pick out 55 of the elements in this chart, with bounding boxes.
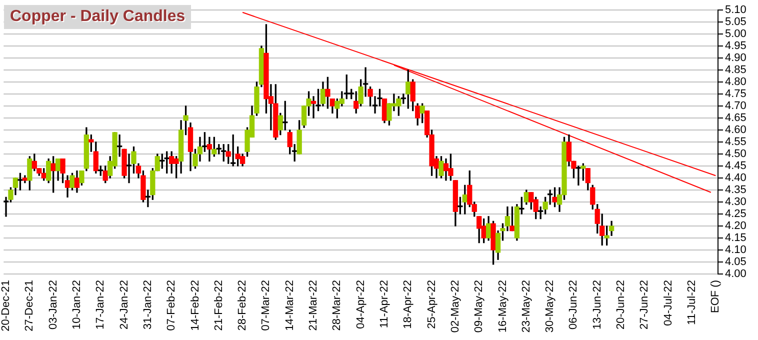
y-tick-label: 4.70 xyxy=(725,100,746,112)
y-tick-label: 4.00 xyxy=(725,268,746,280)
y-tick-label: 4.75 xyxy=(725,88,746,100)
y-tick-label: 4.50 xyxy=(725,148,746,160)
y-tick-label: 4.15 xyxy=(725,232,746,244)
y-tick-label: 4.90 xyxy=(725,52,746,64)
y-tick-label: 5.05 xyxy=(725,16,746,28)
y-tick-label: 4.65 xyxy=(725,112,746,124)
x-tick-label: 13-Jun-22 xyxy=(591,280,604,330)
x-tick-label: 11-Jul-22 xyxy=(686,280,698,326)
y-tick-label: 4.40 xyxy=(725,172,746,184)
x-tick-label: 09-May-22 xyxy=(473,280,486,333)
x-tick-label: 03-Jan-22 xyxy=(47,280,60,330)
y-tick-label: 4.45 xyxy=(725,160,746,172)
x-tick-label: 04-Apr-22 xyxy=(354,280,367,329)
x-tick-label: 16-May-22 xyxy=(496,280,509,333)
y-tick-label: 4.10 xyxy=(725,244,746,256)
x-tick-label: 25-Apr-22 xyxy=(426,280,438,329)
x-tick-label: 28-Feb-22 xyxy=(236,280,249,331)
x-tick-label: 18-Apr-22 xyxy=(402,280,414,329)
x-tick-label: 21-Mar-22 xyxy=(308,280,320,331)
x-tick-label: 07-Feb-22 xyxy=(166,280,178,331)
x-tick-label: 24-Jan-22 xyxy=(118,280,130,330)
x-tick-label: 27-Jun-22 xyxy=(638,280,651,330)
x-tick-label: 14-Feb-22 xyxy=(189,280,202,331)
y-tick-label: 4.35 xyxy=(725,184,746,196)
x-tick-label: 20-Jun-22 xyxy=(615,280,628,330)
x-tick-label: 11-Apr-22 xyxy=(378,280,391,328)
x-tick-label: 07-Mar-22 xyxy=(260,280,272,331)
x-tick-label: 17-Jan-22 xyxy=(94,280,107,330)
y-tick-label: 5.00 xyxy=(725,28,746,40)
x-tick-label: 23-May-22 xyxy=(520,280,532,333)
y-tick-label: 4.95 xyxy=(725,40,746,52)
chart-title: Copper - Daily Candles xyxy=(4,5,192,29)
y-tick-label: 4.05 xyxy=(725,256,746,268)
x-tick-label: 14-Mar-22 xyxy=(284,280,296,331)
y-tick-label: 4.25 xyxy=(725,208,746,220)
x-tick-label: 28-Mar-22 xyxy=(331,280,344,331)
x-tick-label: 31-Jan-22 xyxy=(142,280,154,330)
x-tick-label: 20-Dec-21 xyxy=(0,280,12,332)
x-tick-label: 30-May-22 xyxy=(544,280,556,333)
y-tick-label: 4.85 xyxy=(725,64,746,76)
x-tick-label: 21-Feb-22 xyxy=(212,280,225,331)
x-tick-label: EOF () xyxy=(710,280,722,313)
y-tick-label: 4.30 xyxy=(725,196,746,208)
y-tick-label: 4.20 xyxy=(725,220,746,232)
y-tick-label: 4.55 xyxy=(725,136,746,148)
x-tick-label: 02-May-22 xyxy=(449,280,462,333)
y-tick-label: 4.60 xyxy=(725,124,746,136)
x-tick-label: 06-Jun-22 xyxy=(568,280,580,330)
y-tick-label: 5.10 xyxy=(725,4,746,16)
x-tick-label: 04-Jul-22 xyxy=(662,280,674,326)
x-tick-label: 27-Dec-21 xyxy=(24,280,36,332)
y-tick-label: 4.80 xyxy=(725,76,746,88)
x-tick-label: 10-Jan-22 xyxy=(71,280,84,330)
